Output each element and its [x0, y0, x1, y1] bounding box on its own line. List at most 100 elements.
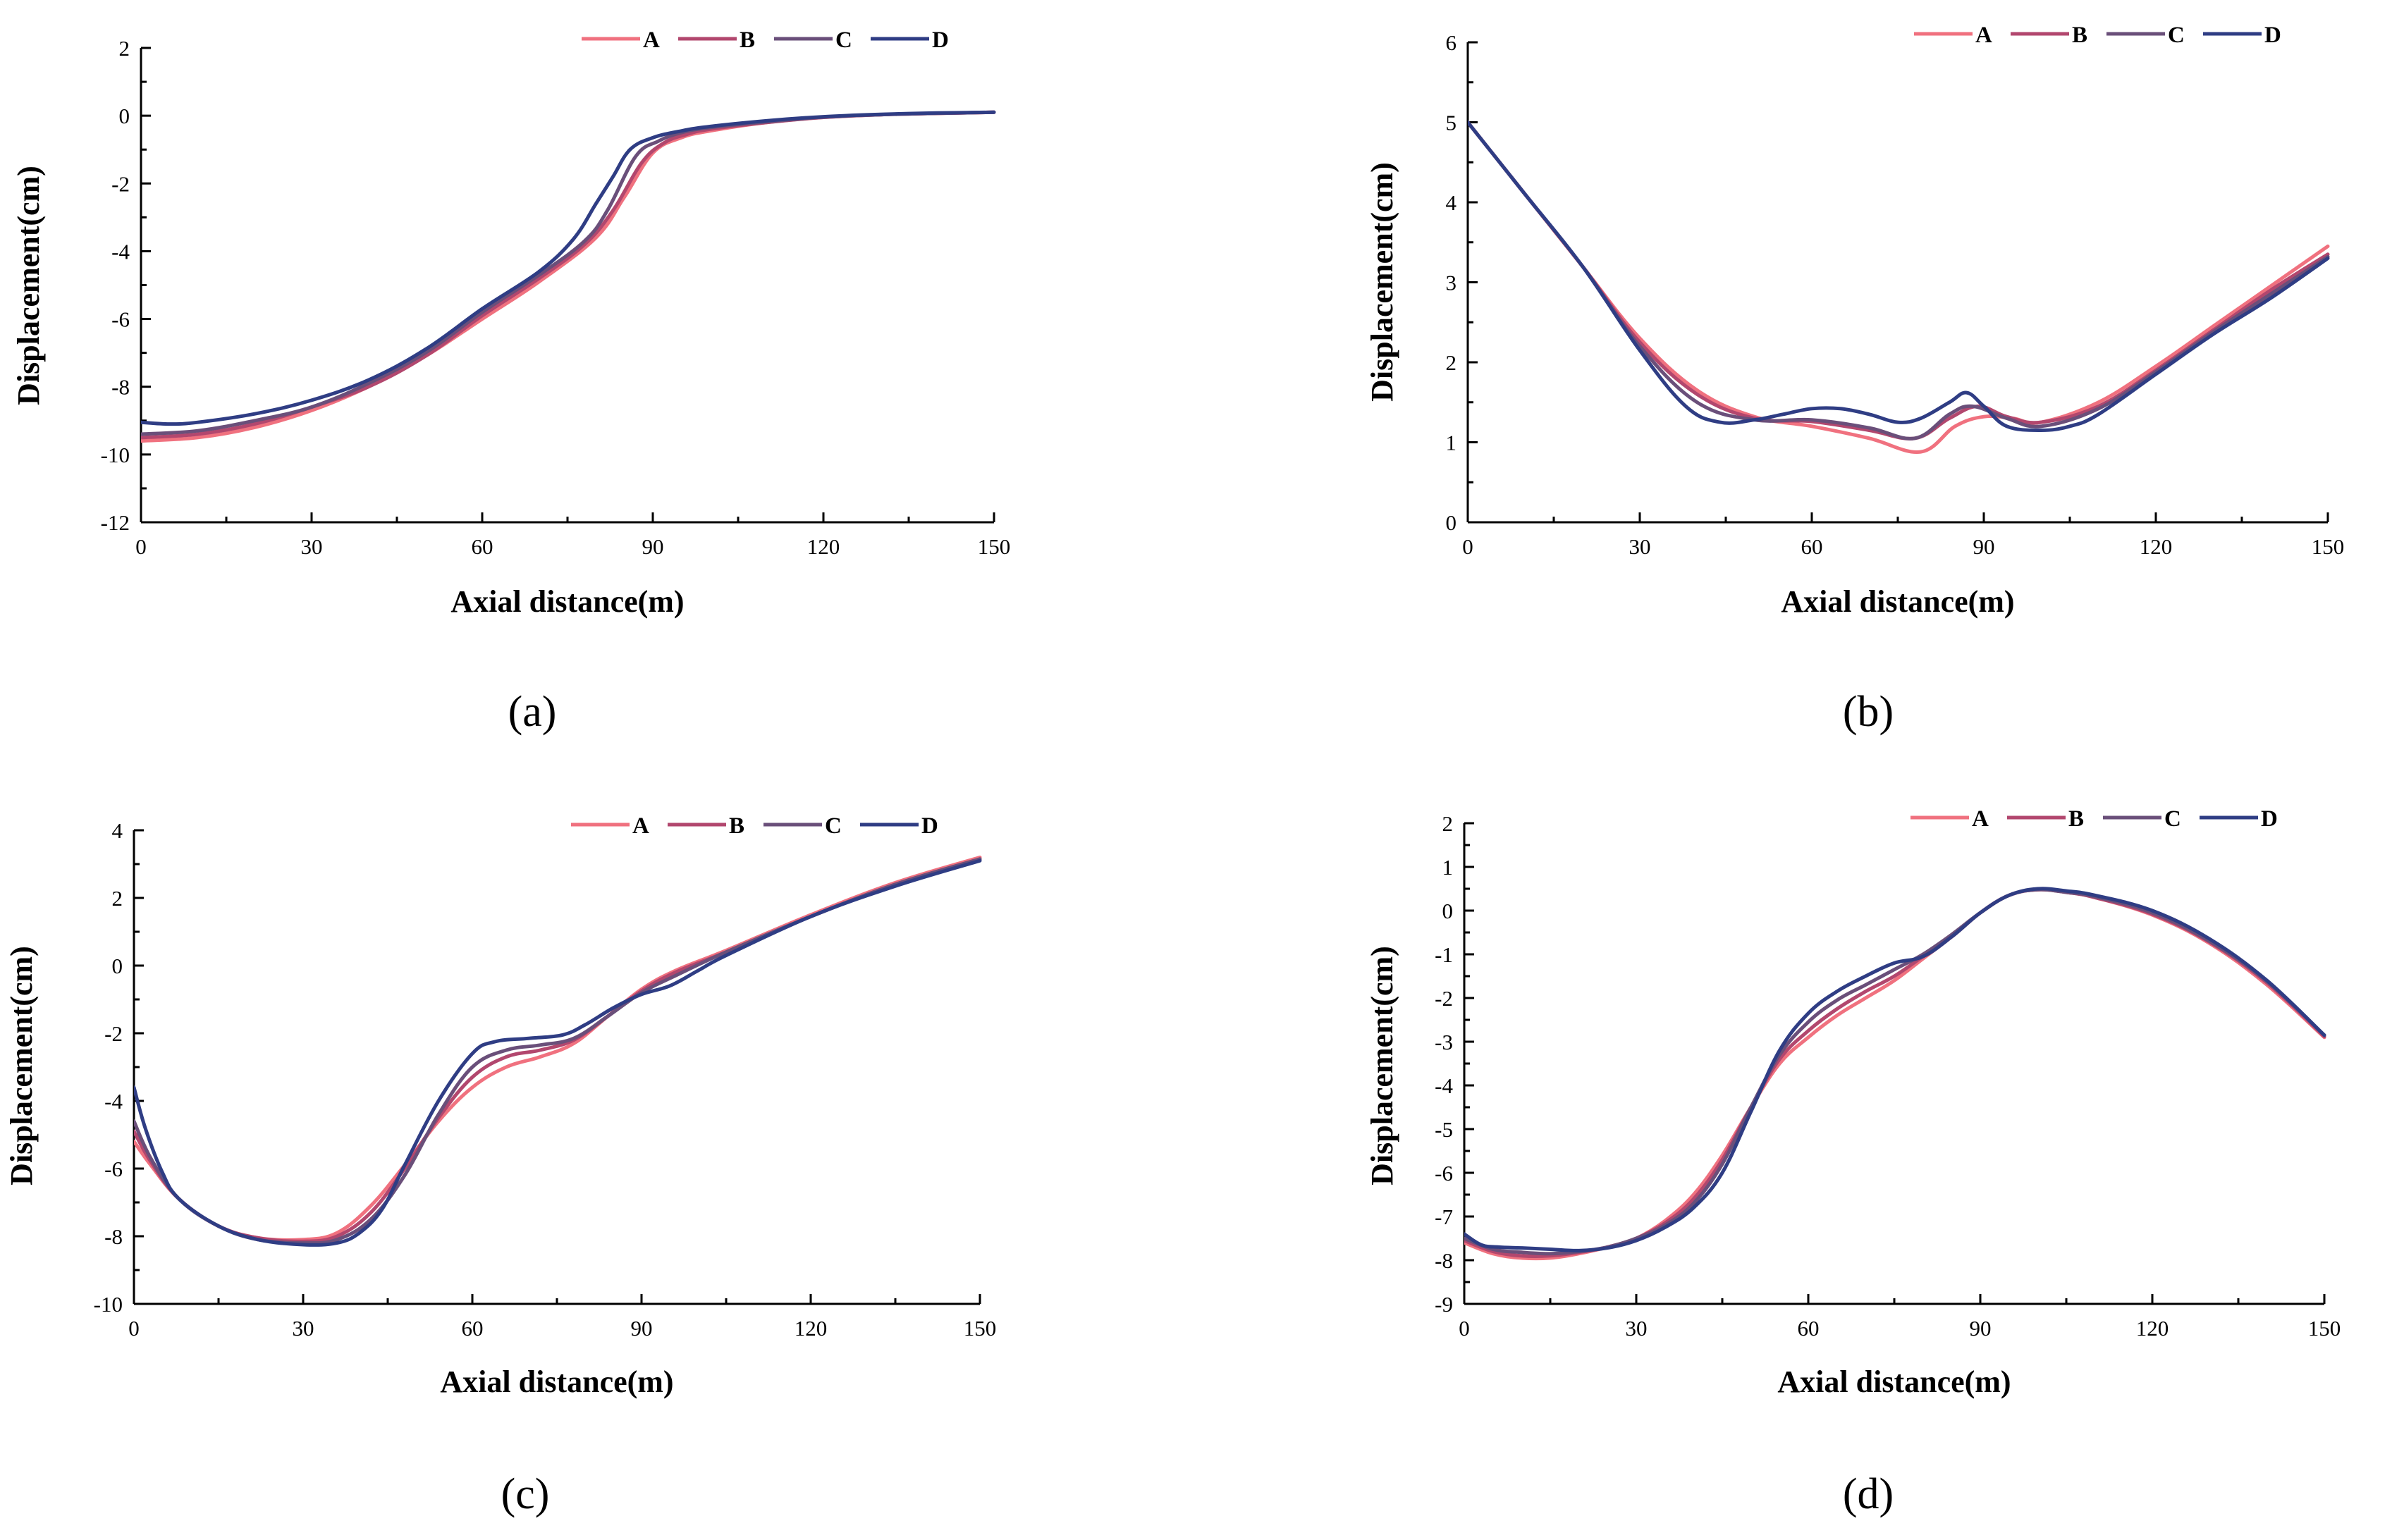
x-tick-label-d: 30	[1626, 1316, 1648, 1341]
x-tick-label-d: 120	[2136, 1316, 2169, 1341]
series-line-D-c	[134, 858, 982, 1247]
x-tick-label-d: 60	[1798, 1316, 1820, 1341]
y-tick-label-a: -10	[101, 443, 130, 467]
series-line-C-b	[1468, 121, 2330, 441]
y-tick-label-c: 4	[112, 818, 123, 843]
y-tick-label-d: -7	[1435, 1205, 1453, 1229]
series-line-A-c	[134, 855, 982, 1243]
x-tick-label-c: 30	[293, 1316, 314, 1341]
x-tick-label-c: 120	[795, 1316, 828, 1341]
x-tick-label-a: 0	[135, 534, 147, 559]
y-tick-label-b: 0	[1446, 510, 1457, 535]
x-tick-label-a: 30	[301, 534, 323, 559]
legend-label-A-b: A	[1975, 23, 1992, 48]
y-tick-label-a: 2	[119, 36, 130, 61]
x-tick-label-b: 120	[2140, 534, 2173, 559]
y-tick-label-d: 0	[1442, 899, 1454, 923]
chart-panel-a: 0 30 60 90 120 150 -12 -10 -8 -6 -4 -2 0 2 Axial dista…	[11, 27, 1010, 736]
x-axis-title-c: Axial distance(m)	[440, 1365, 673, 1399]
y-tick-label-c: -8	[104, 1224, 123, 1249]
y-tick-label-c: -10	[94, 1292, 123, 1317]
x-tick-label-c: 90	[631, 1316, 653, 1341]
y-tick-label-c: 2	[112, 886, 123, 911]
panel-label-a: (a)	[508, 688, 557, 736]
legend-label-D-b: D	[2264, 23, 2281, 48]
series-line-D-a	[141, 110, 996, 426]
y-tick-label-d: -5	[1435, 1117, 1453, 1142]
legend-label-A-a: A	[643, 27, 660, 53]
y-axis-title-b: Displacement(cm)	[1365, 162, 1399, 402]
y-tick-label-a: -8	[111, 375, 130, 400]
series-line-C-d	[1464, 887, 2326, 1256]
legend-label-D-a: D	[932, 27, 949, 53]
series-line-B-b	[1468, 121, 2330, 441]
y-tick-label-d: 1	[1442, 855, 1454, 880]
legend-label-C-d: C	[2164, 806, 2181, 832]
x-tick-label-b: 60	[1801, 534, 1823, 559]
series-line-A-d	[1464, 887, 2326, 1261]
y-tick-label-b: 1	[1446, 431, 1457, 455]
y-tick-label-c: 0	[112, 954, 123, 978]
y-axis-title-a: Displacement(cm)	[11, 166, 46, 405]
series-line-C-a	[141, 110, 996, 436]
x-axis-title-a: Axial distance(m)	[450, 584, 684, 619]
chart-panel-d: 0 30 60 90 120 150 -9 -8 -7 -6 -5 -4 -3 -2 -1 0 1 2 Axial …	[1365, 806, 2341, 1518]
legend-label-B-d: B	[2068, 806, 2084, 832]
y-tick-label-c: -6	[104, 1157, 123, 1181]
x-tick-label-b: 30	[1629, 534, 1651, 559]
legend-label-C-a: C	[835, 27, 852, 53]
y-tick-label-d: -2	[1435, 986, 1453, 1011]
y-tick-label-d: -9	[1435, 1292, 1453, 1317]
y-tick-label-a: -6	[111, 307, 130, 332]
y-tick-label-b: 6	[1446, 30, 1457, 55]
panel-label-c: (c)	[501, 1470, 550, 1518]
x-tick-label-c: 0	[128, 1316, 140, 1341]
legend-label-B-c: B	[729, 813, 744, 839]
y-tick-label-a: -2	[111, 171, 130, 196]
y-tick-label-b: 3	[1446, 271, 1457, 295]
x-tick-label-b: 90	[1973, 534, 1995, 559]
y-tick-label-b: 5	[1446, 111, 1457, 135]
series-line-B-a	[141, 110, 996, 440]
x-tick-label-a: 150	[978, 534, 1011, 559]
panel-label-d: (d)	[1843, 1470, 1894, 1518]
x-tick-label-a: 120	[807, 534, 840, 559]
x-tick-label-a: 90	[642, 534, 664, 559]
y-tick-label-c: -2	[104, 1021, 123, 1046]
chart-panel-c: 0 30 60 90 120 150 -10 -8 -6 -4 -2 0 2 4 Axial distanc…	[4, 813, 996, 1518]
x-tick-label-d: 150	[2308, 1316, 2341, 1341]
y-tick-label-a: 0	[119, 104, 130, 128]
y-tick-label-d: 2	[1442, 811, 1454, 836]
series-line-D-b	[1468, 121, 2330, 433]
legend-label-D-d: D	[2261, 806, 2278, 832]
panel-label-b: (b)	[1843, 688, 1894, 736]
series-line-A-a	[141, 110, 996, 443]
y-tick-label-a: -4	[111, 239, 130, 264]
x-axis-title-b: Axial distance(m)	[1781, 584, 2014, 619]
y-tick-label-d: -1	[1435, 942, 1453, 967]
legend-label-C-c: C	[825, 813, 842, 839]
y-tick-label-d: -3	[1435, 1030, 1453, 1054]
legend-label-B-a: B	[740, 27, 755, 53]
x-tick-label-c: 150	[964, 1316, 997, 1341]
x-tick-label-a: 60	[472, 534, 493, 559]
y-tick-label-d: -6	[1435, 1161, 1453, 1185]
x-axis-title-d: Axial distance(m)	[1777, 1365, 2011, 1399]
y-tick-label-b: 2	[1446, 350, 1457, 375]
legend-label-C-b: C	[2168, 23, 2185, 48]
x-tick-label-d: 0	[1459, 1316, 1470, 1341]
x-tick-label-d: 90	[1970, 1316, 1992, 1341]
chart-panel-b: 0 30 60 90 120 150 0 1 2 3 4 5 6 Axial distance(m) Dis…	[1365, 23, 2344, 736]
legend-label-A-d: A	[1972, 806, 1989, 832]
y-tick-label-b: 4	[1446, 190, 1457, 215]
y-tick-label-a: -12	[101, 510, 130, 535]
x-tick-label-b: 0	[1462, 534, 1473, 559]
x-tick-label-c: 60	[462, 1316, 484, 1341]
y-tick-label-c: -4	[104, 1089, 123, 1114]
legend-label-A-c: A	[632, 813, 649, 839]
series-line-B-d	[1464, 887, 2326, 1259]
y-axis-title-d: Displacement(cm)	[1365, 946, 1399, 1185]
x-tick-label-b: 150	[2312, 534, 2345, 559]
